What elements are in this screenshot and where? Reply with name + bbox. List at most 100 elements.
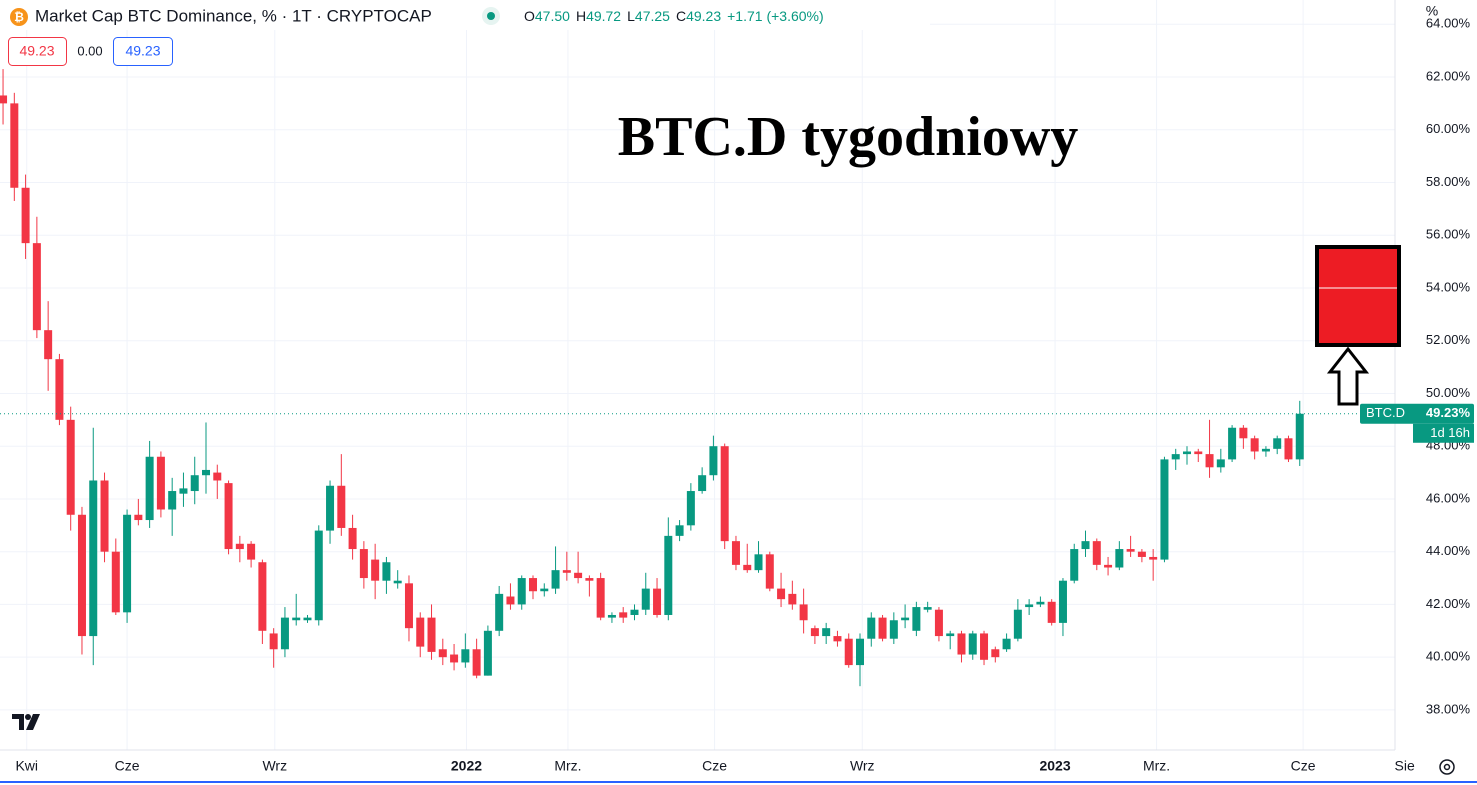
candle-body — [1273, 438, 1282, 449]
candle-body — [168, 491, 177, 510]
buy-box[interactable] — [113, 37, 173, 66]
btc-icon — [10, 8, 28, 26]
candle-body — [450, 654, 459, 663]
candle-body — [754, 554, 763, 571]
x-tick-label: 2023 — [1039, 758, 1070, 774]
candle-body — [991, 649, 1000, 658]
y-tick-label: 50.00% — [1426, 385, 1471, 400]
candle-body — [844, 638, 853, 666]
candle-body — [788, 593, 797, 605]
last-price-name: BTC.D — [1366, 405, 1405, 420]
btc-symbol: ₿ — [14, 10, 24, 24]
candle-body — [393, 580, 402, 584]
candle-body — [855, 638, 864, 666]
y-tick-label: 60.00% — [1426, 121, 1471, 136]
y-tick-label: 40.00% — [1426, 649, 1471, 664]
y-tick-label: 52.00% — [1426, 332, 1471, 347]
candle-body — [66, 419, 75, 515]
candle-body — [529, 578, 538, 592]
candle-body — [540, 588, 549, 592]
x-tick-label: Mrz. — [554, 758, 581, 774]
candle-body — [1250, 438, 1259, 452]
logo-shape — [12, 714, 40, 730]
header-bg — [0, 0, 930, 30]
candle-body — [190, 475, 199, 492]
y-tick-label: 58.00% — [1426, 174, 1471, 189]
candle-body — [1137, 551, 1146, 557]
arrow — [1326, 346, 1370, 406]
spread: 0.00 — [77, 43, 102, 58]
candle-body — [698, 475, 707, 492]
candle-body — [822, 628, 831, 637]
candle-body — [630, 609, 639, 615]
candle-body — [1104, 564, 1113, 568]
candle-body — [100, 480, 109, 552]
candle-body — [1160, 459, 1169, 560]
candle-body — [799, 604, 808, 621]
candle-body — [946, 633, 955, 637]
x-tick-label: Kwi — [15, 758, 38, 774]
candle-body — [607, 614, 616, 618]
symbol-title: Market Cap BTC Dominance, % · 1T · CRYPT… — [35, 6, 432, 25]
countdown: 1d 16h — [1430, 425, 1470, 440]
candle-body — [145, 456, 154, 521]
candle-body — [912, 607, 921, 631]
candle-body — [280, 617, 289, 650]
candle-body — [314, 530, 323, 621]
candle-body — [731, 541, 740, 565]
x-tick-label: Cze — [1291, 758, 1316, 774]
annotation: BTC.D tygodniowy — [618, 106, 1079, 168]
x-tick-label: 2022 — [451, 758, 482, 774]
candle-body — [1216, 459, 1225, 468]
candles — [0, 69, 1304, 687]
y-tick-label: 54.00% — [1426, 279, 1471, 294]
gear-hub[interactable] — [1443, 763, 1451, 771]
target-box — [1315, 245, 1401, 347]
candle-body — [10, 103, 19, 188]
ohlc-legend: O47.50 H49.72 L47.25 C49.23 +1.71 (+3.60%) — [524, 8, 824, 24]
x-tick-label: Mrz. — [1143, 758, 1170, 774]
candle-body — [664, 535, 673, 615]
candle-body — [303, 617, 312, 621]
candle-body — [179, 488, 188, 494]
candle-body — [934, 609, 943, 637]
candle-body — [641, 588, 650, 610]
y-tick-label: 44.00% — [1426, 543, 1471, 558]
candle-body — [224, 483, 233, 550]
candle-body — [111, 551, 120, 613]
candle-body — [585, 578, 594, 581]
ohlc-value: 47.50 — [535, 8, 570, 24]
candle-body — [258, 562, 267, 631]
candle-body — [292, 617, 301, 621]
candle-body — [777, 588, 786, 600]
candle-body — [686, 491, 695, 526]
candle-body — [1171, 454, 1180, 460]
candle-body — [1194, 451, 1203, 455]
candle-body — [1036, 601, 1045, 605]
settings-icon[interactable] — [1439, 759, 1455, 775]
candle-body — [371, 559, 380, 581]
candle-body — [878, 617, 887, 639]
status-dot — [487, 12, 495, 20]
ohlc-value: 47.25 — [635, 8, 670, 24]
candle-body — [810, 628, 819, 637]
y-tick-label: 64.00% — [1426, 16, 1471, 31]
candle-body — [44, 330, 53, 360]
candle-body — [743, 564, 752, 571]
candle-body — [89, 480, 98, 637]
candle-body — [1126, 549, 1135, 552]
axis-unit: % — [1426, 3, 1438, 19]
gear[interactable] — [1439, 759, 1455, 775]
candle-body — [619, 612, 628, 618]
sell-box[interactable] — [8, 37, 67, 66]
candle-body — [326, 485, 335, 531]
candle-body — [1239, 427, 1248, 439]
candle-body — [517, 578, 526, 605]
candle-body — [765, 554, 774, 589]
candle-body — [461, 649, 470, 663]
x-tick-label: Sie — [1395, 758, 1415, 774]
ohlc-key: O — [524, 8, 535, 24]
candle-body — [1205, 454, 1214, 468]
y-tick-label: 38.00% — [1426, 701, 1471, 716]
